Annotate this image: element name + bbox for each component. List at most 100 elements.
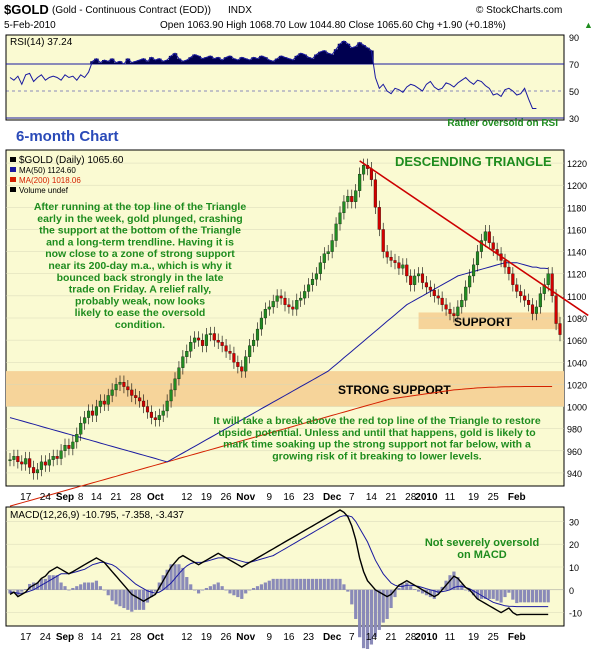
price-candle [153, 417, 157, 420]
macd-histogram-bar [189, 584, 193, 590]
macd-histogram-bar [236, 589, 240, 598]
x-axis-label: 2010 [415, 632, 438, 643]
macd-histogram-bar [55, 575, 59, 590]
x-axis-label: 24 [40, 492, 52, 503]
commentary-line: near its 200-day m.a., which is why it [48, 260, 232, 272]
price-candle [472, 264, 476, 277]
price-candle [130, 389, 134, 396]
price-candle [307, 284, 311, 292]
macd-histogram-bar [499, 589, 503, 603]
macd-histogram-bar [75, 586, 79, 590]
price-candle [318, 262, 322, 274]
price-candle [16, 456, 20, 463]
macd-histogram-bar [515, 589, 519, 604]
macd-histogram-bar [314, 578, 319, 590]
macd-signal-line [10, 515, 549, 608]
price-candle [236, 362, 240, 367]
macd-histogram [8, 564, 550, 649]
macd-histogram-bar [224, 589, 228, 591]
price-candle [342, 201, 346, 214]
macd-panel: MACD(12,26,9) -10.795, -7.358, -3.437 No… [5, 506, 582, 649]
price-candle [138, 397, 142, 402]
macd-histogram-bar [51, 575, 55, 590]
x-axis-label: 19 [201, 632, 213, 643]
header-description: (Gold - Continuous Contract (EOD)) [52, 5, 211, 16]
macd-histogram-bar [385, 589, 389, 619]
x-axis-label: 17 [20, 632, 32, 643]
price-candle [299, 297, 303, 301]
price-candle [169, 389, 173, 402]
price-candle [165, 400, 169, 412]
rsi-tick-label: 70 [569, 60, 579, 70]
rsi-annotation: Rather oversold on RSI [447, 118, 558, 129]
price-candle [303, 291, 307, 299]
price-candle [373, 179, 377, 208]
macd-annotation-line: Not severely oversold [425, 537, 539, 549]
macd-histogram-bar [303, 578, 307, 590]
macd-histogram-bar [267, 580, 271, 590]
header-exchange: INDX [228, 5, 252, 16]
legend-swatch [10, 187, 16, 192]
price-candle [550, 273, 554, 297]
macd-histogram-bar [546, 589, 550, 603]
macd-histogram-bar [134, 589, 138, 610]
price-candle [189, 342, 193, 352]
macd-histogram-bar [200, 589, 205, 591]
price-candle [432, 290, 436, 297]
macd-histogram-bar [330, 578, 334, 590]
macd-histogram-bar [322, 578, 326, 590]
macd-histogram-bar [460, 584, 464, 590]
macd-histogram-bar [259, 584, 264, 590]
legend-swatch [10, 167, 16, 172]
x-axis-label: 28 [130, 492, 142, 503]
commentary-line: After running at the top line of the Tri… [34, 201, 246, 213]
x-axis-label: 9 [267, 492, 273, 503]
x-axis-label: Nov [236, 492, 255, 503]
price-candle [75, 434, 79, 443]
price-candle [393, 260, 397, 263]
x-axis-label: 11 [445, 492, 456, 503]
macd-histogram-bar [409, 586, 413, 590]
macd-histogram-bar [153, 589, 157, 592]
macd-histogram-bar [248, 589, 252, 591]
macd-histogram-bar [63, 586, 67, 590]
macd-legend: MACD(12,26,9) -10.795, -7.358, -3.437 [10, 510, 184, 521]
header-ohlc: Open 1063.90 High 1068.70 Low 1044.80 Cl… [160, 20, 506, 31]
x-axis-label: 24 [40, 632, 52, 643]
price-candle [35, 469, 40, 474]
x-axis-label: 14 [91, 492, 103, 503]
price-tick-label: 1100 [567, 292, 586, 302]
rsi-tick-label: 90 [569, 33, 579, 43]
macd-histogram-bar [542, 589, 546, 603]
macd-histogram-bar [377, 589, 381, 630]
x-axis-label: 25 [488, 632, 500, 643]
macd-y-axis: -10 0 10 20 30 [569, 517, 582, 618]
macd-tick-label: 30 [569, 517, 579, 527]
x-axis-label: 19 [468, 632, 480, 643]
macd-histogram-bar [413, 589, 417, 590]
legend-entry: MA(200) 1018.06 [19, 176, 81, 185]
x-axis-label: 12 [181, 492, 193, 503]
macd-histogram-bar [483, 589, 487, 599]
price-candle [405, 264, 409, 277]
macd-tick-label: -10 [569, 609, 582, 619]
price-candle [173, 378, 177, 391]
commentary-line: now close to a zone of strong support [45, 248, 235, 260]
price-candle [67, 445, 71, 449]
macd-histogram-bar [106, 589, 110, 596]
price-candle [483, 231, 487, 241]
header-up-arrow: ▲ [584, 20, 593, 30]
price-candle [181, 356, 185, 368]
macd-histogram-bar [342, 584, 346, 590]
macd-histogram-bar [310, 578, 315, 590]
macd-histogram-bar [20, 589, 24, 592]
price-candle [511, 273, 515, 285]
legend-entry: Volume undef [19, 186, 69, 195]
macd-histogram-bar [220, 586, 224, 590]
price-candle [63, 445, 67, 451]
macd-histogram-bar [299, 578, 303, 590]
price-candle [232, 353, 236, 363]
macd-histogram-bar [334, 578, 338, 590]
price-panel: SUPPORT STRONG SUPPORT 940 960 980 1000 1020 1… [5, 128, 589, 507]
x-axis-label: 16 [283, 492, 295, 503]
